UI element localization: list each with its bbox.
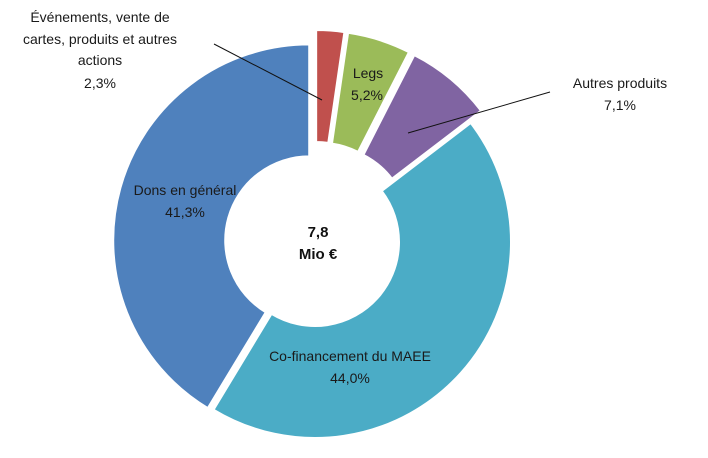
pie-slice-4 xyxy=(112,43,311,410)
slice-label-0-line-1: cartes, produits et autres xyxy=(23,31,177,47)
pie-slice-0 xyxy=(315,29,346,145)
center-label-line-1: Mio € xyxy=(299,246,338,263)
slice-value-2: 7,1% xyxy=(604,97,636,113)
slice-label-1-line-0: Legs xyxy=(353,65,383,81)
slice-value-4: 41,3% xyxy=(165,204,205,220)
slice-value-0: 2,3% xyxy=(84,75,116,91)
pie-slice-3 xyxy=(212,121,512,439)
slice-label-4-line-0: Dons en général xyxy=(134,182,237,198)
pie-slice-1 xyxy=(330,31,411,154)
slice-label-2-line-0: Autres produits xyxy=(573,75,667,91)
slice-label-0-line-2: actions xyxy=(78,52,122,68)
leader-line-2 xyxy=(407,91,551,134)
center-label-line-0: 7,8 xyxy=(308,224,329,241)
slice-value-3: 44,0% xyxy=(330,370,370,386)
slice-value-1: 5,2% xyxy=(351,87,383,103)
pie-slice-2 xyxy=(362,53,483,181)
slice-label-3-line-0: Co-financement du MAEE xyxy=(269,348,431,364)
slice-label-0-line-0: Événements, vente de xyxy=(30,9,170,25)
leader-line-0 xyxy=(213,43,323,101)
